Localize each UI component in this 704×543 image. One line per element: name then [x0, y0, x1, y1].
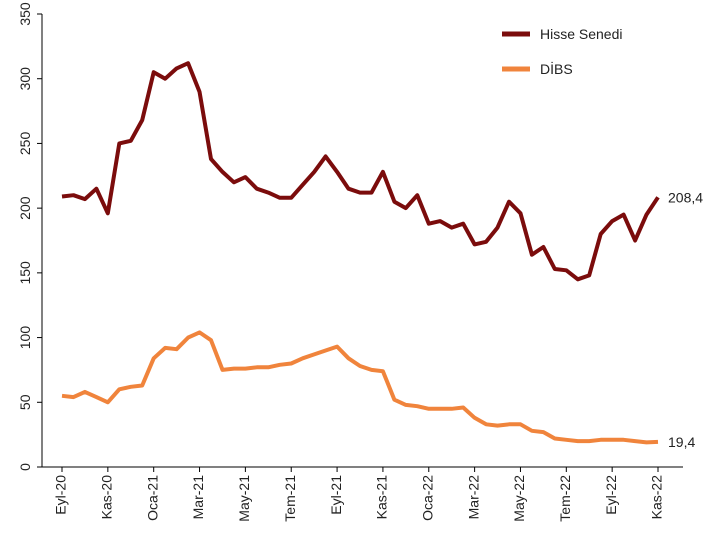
y-tick-label: 150 — [17, 261, 33, 285]
x-tick-label: Mar-21 — [190, 475, 206, 520]
y-tick-label: 0 — [17, 463, 33, 471]
x-tick-label: Tem-21 — [282, 475, 298, 522]
x-tick-label: Eyl-21 — [328, 475, 344, 515]
x-tick-label: Oca-22 — [419, 475, 435, 521]
x-tick-label: May-21 — [236, 475, 252, 522]
series-line — [61, 330, 659, 445]
y-tick-label: 250 — [17, 132, 33, 156]
x-tick-label: Eyl-22 — [603, 475, 619, 515]
y-tick-label: 300 — [17, 67, 33, 91]
x-tick-label: Eyl-20 — [53, 475, 69, 515]
end-label: 19,4 — [668, 434, 695, 450]
x-tick-label: Kas-22 — [649, 475, 665, 520]
x-tick-label: Oca-21 — [144, 475, 160, 521]
x-tick-label: May-22 — [511, 475, 527, 522]
y-tick-label: 50 — [17, 394, 33, 410]
y-tick-label: 200 — [17, 196, 33, 220]
y-tick-label: 350 — [17, 2, 33, 26]
x-tick-label: Kas-21 — [374, 475, 390, 520]
legend-label: DİBS — [540, 60, 573, 77]
y-tick-label: 100 — [17, 326, 33, 350]
x-tick-label: Tem-22 — [557, 475, 573, 522]
end-label: 208,4 — [668, 189, 703, 205]
series-line — [61, 61, 660, 282]
legend-label: Hisse Senedi — [540, 26, 623, 42]
x-tick-label: Kas-20 — [99, 475, 115, 520]
x-tick-label: Mar-22 — [465, 475, 481, 520]
